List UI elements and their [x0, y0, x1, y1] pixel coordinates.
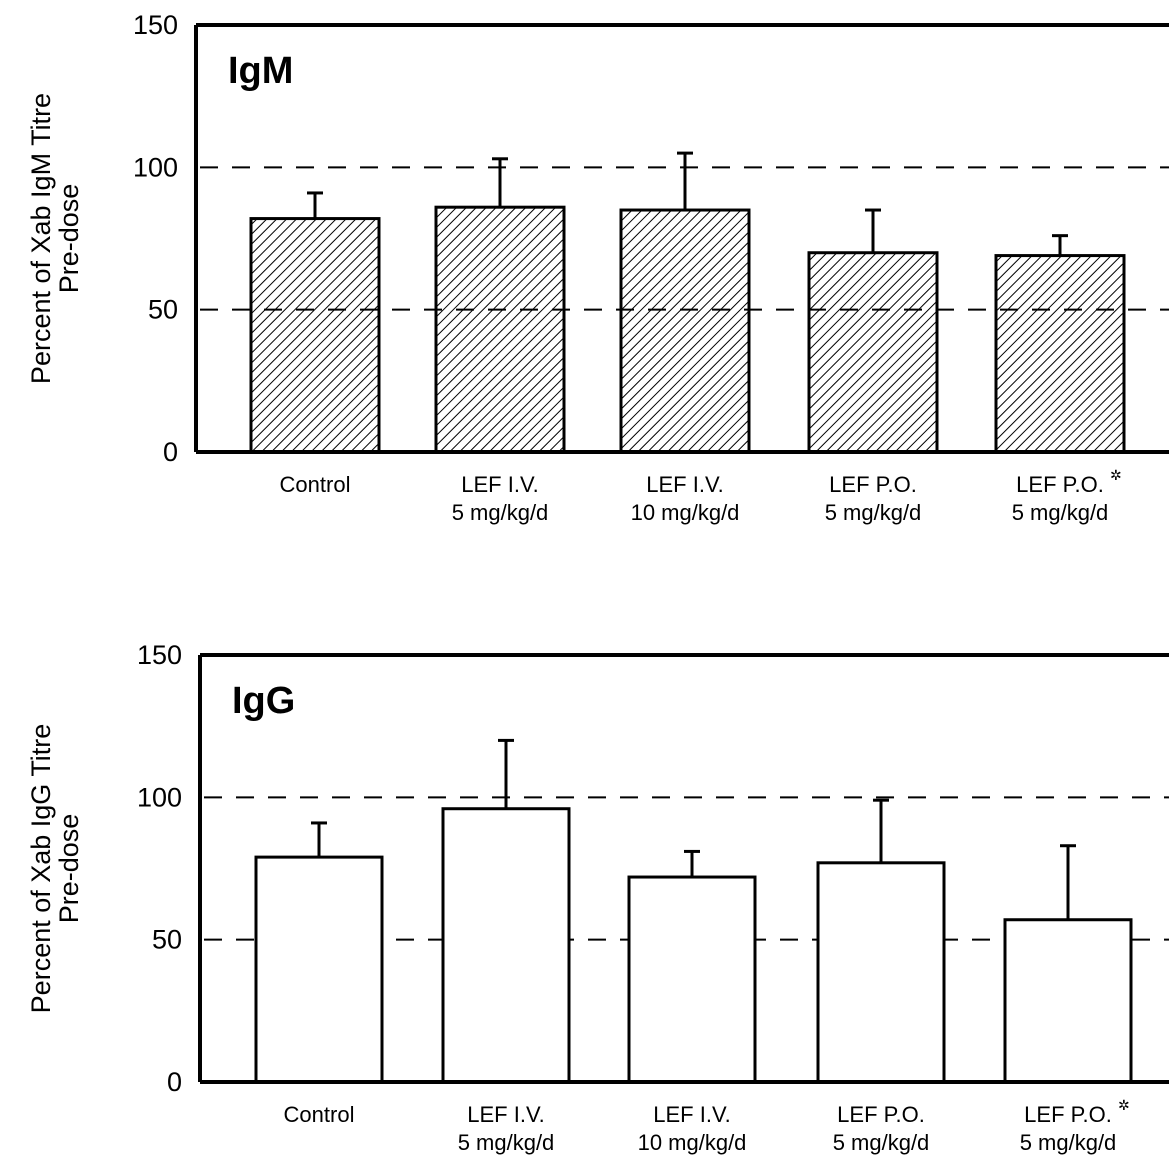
panel1-y-axis-label: Percent of Xab IgG Titre: [26, 724, 56, 1014]
panel0-y-tick-label: 0: [163, 437, 178, 467]
panel1-y-tick-label: 150: [137, 640, 182, 670]
panel0-bar-3: [807, 251, 939, 454]
panel1-bar-3: [816, 861, 946, 1084]
panel1-y-tick-label: 0: [167, 1067, 182, 1097]
panel0-y-tick-label: 150: [133, 10, 178, 40]
panel0-category-label: LEF I.V.: [646, 472, 723, 497]
panel0-category-label: Control: [280, 472, 351, 497]
igm-chart-panel: 0 50 100 150 IgM Percent of Xab IgM TitrePre-…: [26, 10, 1169, 525]
panel0-y-axis-label-line2: Pre-dose: [54, 184, 84, 294]
panel1-category-label: LEF P.O.: [1024, 1102, 1112, 1127]
panel1-bar-2: [627, 875, 757, 1084]
panel0-category-label: LEF P.O.: [1016, 472, 1104, 497]
panel0-bar-4: [994, 254, 1126, 454]
panel0-bar-1: [434, 205, 566, 454]
panel0-category-mark: ✲: [1110, 467, 1122, 483]
panel1-bar-1: [441, 807, 571, 1084]
panel1-category-label-line2: 5 mg/kg/d: [833, 1130, 930, 1155]
panel0-y-tick-label: 100: [133, 152, 178, 182]
panel0-category-label-line2: 5 mg/kg/d: [452, 500, 549, 525]
panel0-category-label-line2: 10 mg/kg/d: [631, 500, 740, 525]
panel0-category-label-line2: 5 mg/kg/d: [1012, 500, 1109, 525]
panel1-y-tick-label: 50: [152, 925, 182, 955]
panel0-y-axis-label: Percent of Xab IgM Titre: [26, 93, 56, 384]
panel0-panel-title: IgM: [228, 50, 293, 92]
panel0-category-label: LEF P.O.: [829, 472, 917, 497]
panel1-category-label-line2: 5 mg/kg/d: [1020, 1130, 1117, 1155]
igg-chart-panel: 0 50 100 150 IgG Percent of Xab IgG TitrePre-…: [26, 640, 1169, 1155]
panel1-category-label-line2: 5 mg/kg/d: [458, 1130, 555, 1155]
panel1-bar-4: [1003, 918, 1133, 1084]
panel0-category-label: LEF I.V.: [461, 472, 538, 497]
panel0-bar-2: [619, 208, 751, 454]
panel0-category-label-line2: 5 mg/kg/d: [825, 500, 922, 525]
panel1-category-mark: ✲: [1118, 1097, 1130, 1113]
panel1-category-label-line2: 10 mg/kg/d: [638, 1130, 747, 1155]
panel1-panel-title: IgG: [232, 680, 295, 722]
panel1-category-label: LEF I.V.: [653, 1102, 730, 1127]
panel0-y-tick-label: 50: [148, 295, 178, 325]
panel1-category-label: LEF I.V.: [467, 1102, 544, 1127]
panel1-y-axis-label-line2: Pre-dose: [54, 814, 84, 924]
panel1-category-label: Control: [284, 1102, 355, 1127]
panel0-bar-0: [249, 217, 381, 454]
panel1-bar-0: [254, 855, 384, 1084]
panel1-y-tick-label: 100: [137, 782, 182, 812]
panel1-category-label: LEF P.O.: [837, 1102, 925, 1127]
